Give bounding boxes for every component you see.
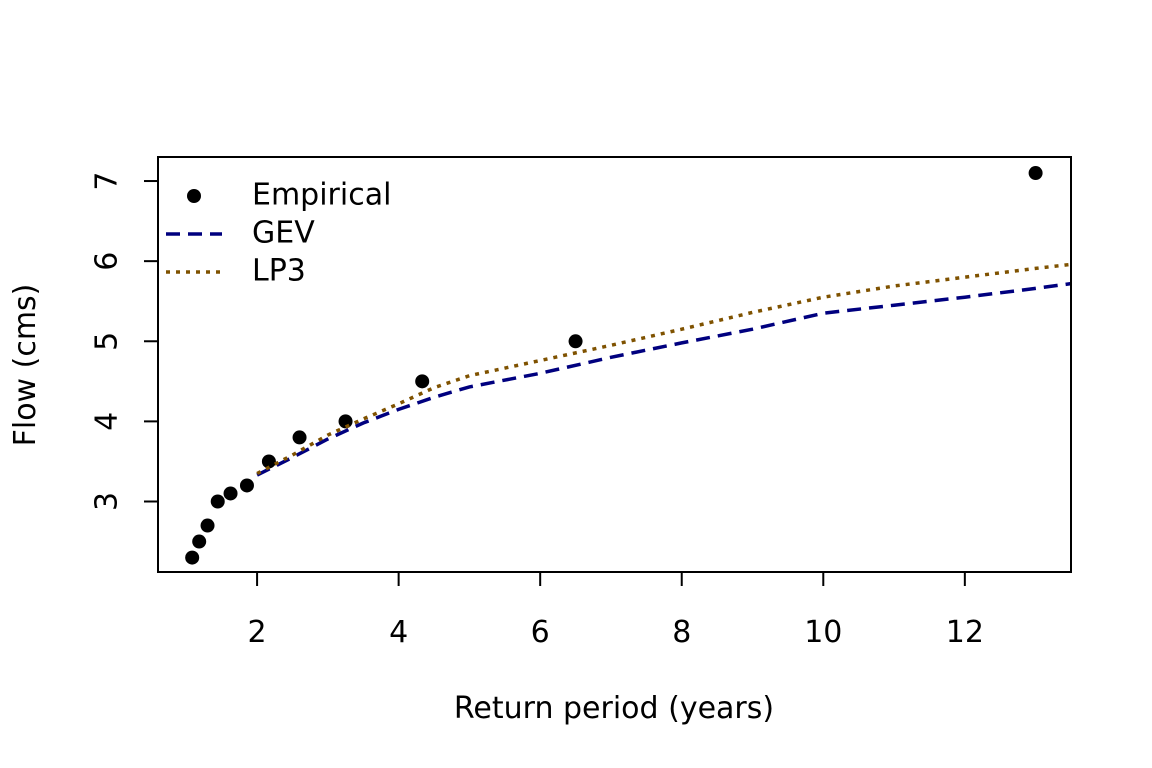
empirical-point-6 [261,454,276,469]
x-tick-label-0: 2 [248,615,267,650]
empirical-point-4 [223,486,238,501]
y-axis-label: Flow (cms) [8,284,43,447]
empirical-point-3 [210,494,225,509]
x-tick-label-4: 10 [804,615,842,650]
empirical-point-9 [415,374,430,389]
y-tick-label-4: 7 [90,171,125,190]
legend-label-empirical: Empirical [252,178,391,213]
empirical-point-11 [1028,166,1043,181]
x-tick-label-5: 12 [946,615,984,650]
chart-marks [185,166,1071,565]
plot-frame [157,156,1072,573]
y-tick-label-3: 6 [90,252,125,271]
empirical-point-5 [239,478,254,493]
x-axis: 2 4 6 8 10 12 [248,572,984,650]
empirical-point-8 [338,414,353,429]
legend-label-lp3: LP3 [252,254,306,289]
y-tick-label-1: 4 [90,412,125,431]
empirical-point-2 [200,518,215,533]
empirical-point-0 [185,550,200,565]
series-line-gev [256,281,1071,477]
empirical-point-1 [192,534,207,549]
empirical-point-7 [292,430,307,445]
x-tick-label-3: 8 [672,615,691,650]
legend-label-gev: GEV [252,216,315,251]
y-axis: 3 4 5 6 7 [90,171,158,511]
x-tick-label-2: 6 [531,615,550,650]
x-axis-label: Return period (years) [454,691,774,726]
y-tick-label-0: 3 [90,492,125,511]
x-tick-label-1: 4 [389,615,408,650]
empirical-point-10 [568,334,583,349]
y-tick-label-2: 5 [90,332,125,351]
legend-key-empirical [187,189,201,203]
series-line-lp3 [256,262,1071,476]
